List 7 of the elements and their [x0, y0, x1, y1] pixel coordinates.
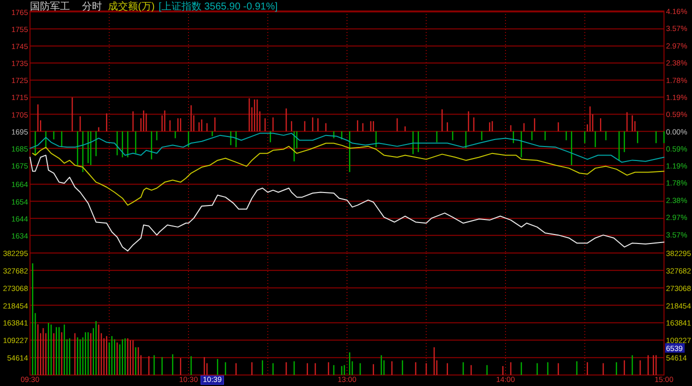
annotation: 成交额(万) [108, 0, 155, 12]
line-series [32, 142, 664, 206]
line-series [30, 154, 664, 252]
chart-title: 国防军工 [30, 0, 70, 12]
line-series [30, 132, 664, 163]
annotation: [上证指数 3565.90 -0.91%] [158, 0, 278, 12]
chart-subtitle: 分时 [82, 0, 102, 12]
